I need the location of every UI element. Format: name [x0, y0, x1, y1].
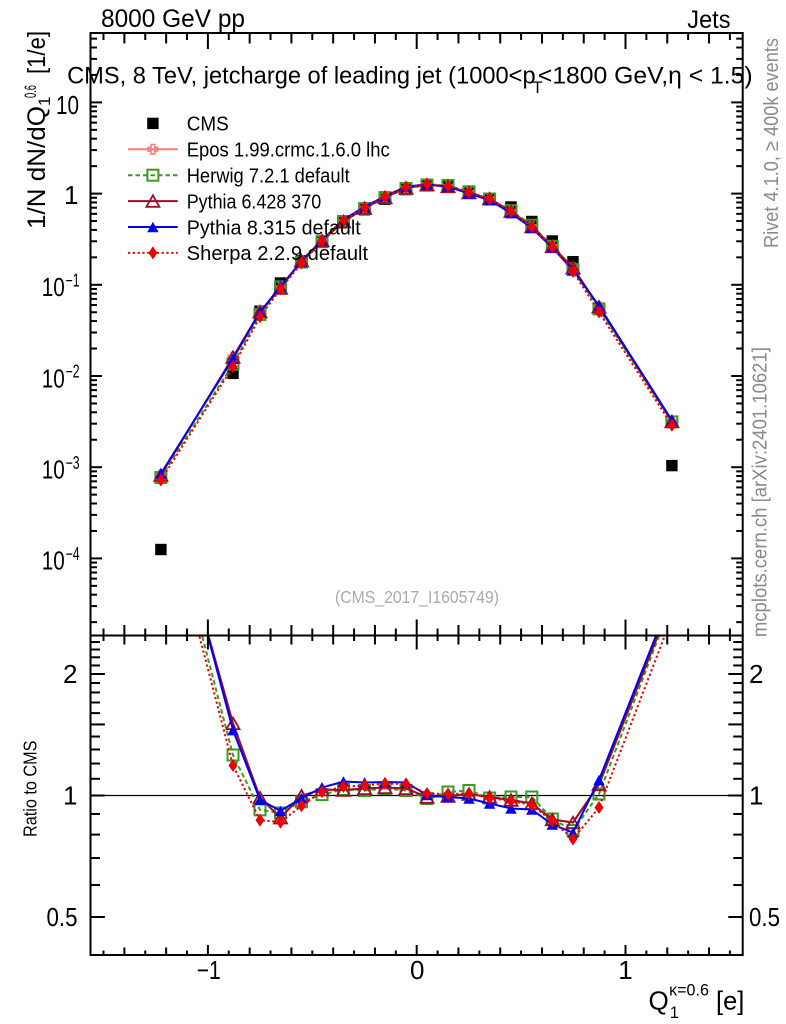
svg-text:Q: Q — [649, 986, 669, 1016]
svg-text:0.6: 0.6 — [21, 85, 40, 98]
svg-text:[e]: [e] — [716, 986, 744, 1016]
svg-text:1: 1 — [63, 781, 77, 811]
svg-text:Sherpa 2.2.9 default: Sherpa 2.2.9 default — [187, 243, 369, 265]
svg-text:Herwig 7.2.1 default: Herwig 7.2.1 default — [187, 166, 350, 188]
svg-text:CMS, 8 TeV, jetcharge of leadi: CMS, 8 TeV, jetcharge of leading jet (10… — [67, 63, 535, 90]
svg-text:10: 10 — [42, 546, 65, 576]
svg-text:2: 2 — [749, 659, 763, 689]
svg-text:−2: −2 — [66, 362, 80, 382]
svg-text:[1/e]: [1/e] — [23, 31, 51, 74]
svg-text:Jets: Jets — [687, 6, 730, 34]
svg-text:Epos 1.99.crmc.1.6.0 lhc: Epos 1.99.crmc.1.6.0 lhc — [187, 140, 390, 162]
svg-text:10: 10 — [42, 272, 65, 302]
svg-text:1: 1 — [35, 97, 54, 106]
svg-text:0.5: 0.5 — [749, 902, 780, 932]
svg-text:1: 1 — [670, 1004, 679, 1022]
svg-text:T: T — [533, 79, 543, 97]
svg-text:10: 10 — [42, 363, 65, 393]
svg-text:κ=0.6: κ=0.6 — [669, 981, 709, 1000]
svg-text:1: 1 — [749, 781, 763, 811]
svg-text:mcplots.cern.ch [arXiv:2401.10: mcplots.cern.ch [arXiv:2401.10621] — [749, 347, 772, 637]
svg-text:10: 10 — [56, 90, 79, 120]
svg-text:2: 2 — [63, 659, 77, 689]
svg-text:1: 1 — [64, 180, 78, 210]
svg-text:−1: −1 — [197, 955, 221, 985]
svg-text:CMS: CMS — [187, 114, 229, 136]
svg-text:−1: −1 — [66, 271, 80, 291]
svg-text:−4: −4 — [66, 544, 80, 564]
svg-text:10: 10 — [42, 455, 65, 485]
svg-text:−3: −3 — [66, 453, 80, 473]
svg-text:0: 0 — [410, 955, 424, 985]
svg-text:1: 1 — [618, 955, 632, 985]
svg-text:0.5: 0.5 — [47, 902, 78, 932]
svg-text:(CMS_2017_I1605749): (CMS_2017_I1605749) — [335, 587, 499, 608]
svg-text:<1800 GeV,η < 1.5): <1800 GeV,η < 1.5) — [538, 63, 753, 90]
svg-text:Rivet 4.1.0, ≥ 400k events: Rivet 4.1.0, ≥ 400k events — [760, 38, 783, 248]
svg-text:8000 GeV pp: 8000 GeV pp — [101, 5, 245, 33]
svg-text:1/N dN/dQ: 1/N dN/dQ — [23, 106, 51, 229]
svg-text:Pythia 6.428 370: Pythia 6.428 370 — [187, 191, 322, 213]
svg-text:Pythia 8.315 default: Pythia 8.315 default — [187, 217, 361, 239]
svg-text:Ratio to CMS: Ratio to CMS — [21, 741, 41, 838]
